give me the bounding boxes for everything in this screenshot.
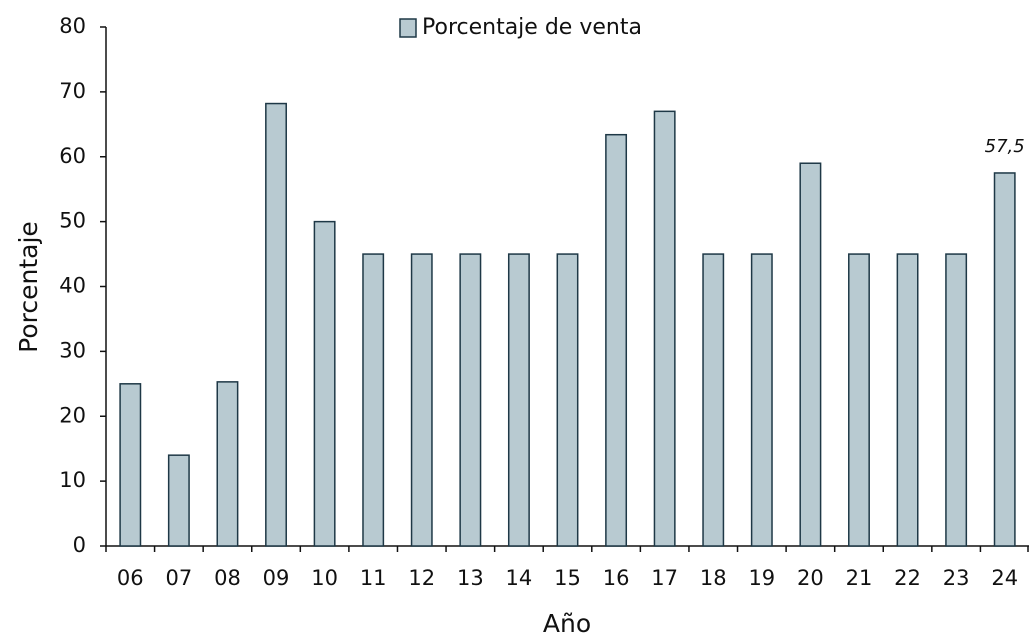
bar [556,253,579,547]
y-tick-label: 10 [59,468,86,492]
bar [945,253,968,547]
x-tick-label: 18 [700,566,727,590]
bar [265,102,287,547]
x-tick-label: 09 [263,566,290,590]
x-tick-label: 08 [214,566,241,590]
y-tick-label: 20 [59,403,86,427]
y-tick-label: 60 [59,144,86,168]
bar [459,253,482,547]
x-tick-label: 07 [166,566,193,590]
x-tick-label: 17 [651,566,678,590]
x-tick-label: 11 [360,566,387,590]
bar [119,383,142,547]
bar [362,253,385,547]
bar [313,220,336,547]
x-tick-label: 24 [991,566,1018,590]
y-tick-label: 40 [59,274,86,298]
bar [167,454,190,547]
x-tick-label: 14 [506,566,533,590]
bar [702,253,725,547]
bar [848,253,870,547]
x-tick-label: 15 [554,566,581,590]
bar [750,253,773,547]
bar [993,172,1016,547]
bar [216,381,239,547]
y-tick-label: 50 [59,209,86,233]
legend-label: Porcentaje de venta [422,15,642,40]
bar [896,253,919,547]
bar [653,110,676,547]
bar [410,253,433,547]
x-tick-label: 23 [943,566,970,590]
x-tick-label: 19 [748,566,775,590]
y-tick-label: 30 [59,338,86,362]
x-tick-label: 21 [846,566,873,590]
legend-swatch [399,18,417,38]
data-label: 57,5 [985,136,1025,157]
bar [605,133,628,547]
x-axis-label: Año [543,609,591,638]
x-tick-label: 10 [311,566,338,590]
bar [799,162,822,547]
x-tick-label: 06 [117,566,144,590]
x-tick-label: 20 [797,566,824,590]
x-tick-label: 22 [894,566,921,590]
y-tick-label: 80 [59,14,86,38]
x-tick-label: 12 [408,566,435,590]
y-tick-label: 0 [73,533,86,557]
y-tick-label: 70 [59,79,86,103]
y-axis-label: Porcentaje [14,221,43,353]
bar [507,253,530,547]
x-tick-label: 13 [457,566,484,590]
x-tick-label: 16 [603,566,630,590]
